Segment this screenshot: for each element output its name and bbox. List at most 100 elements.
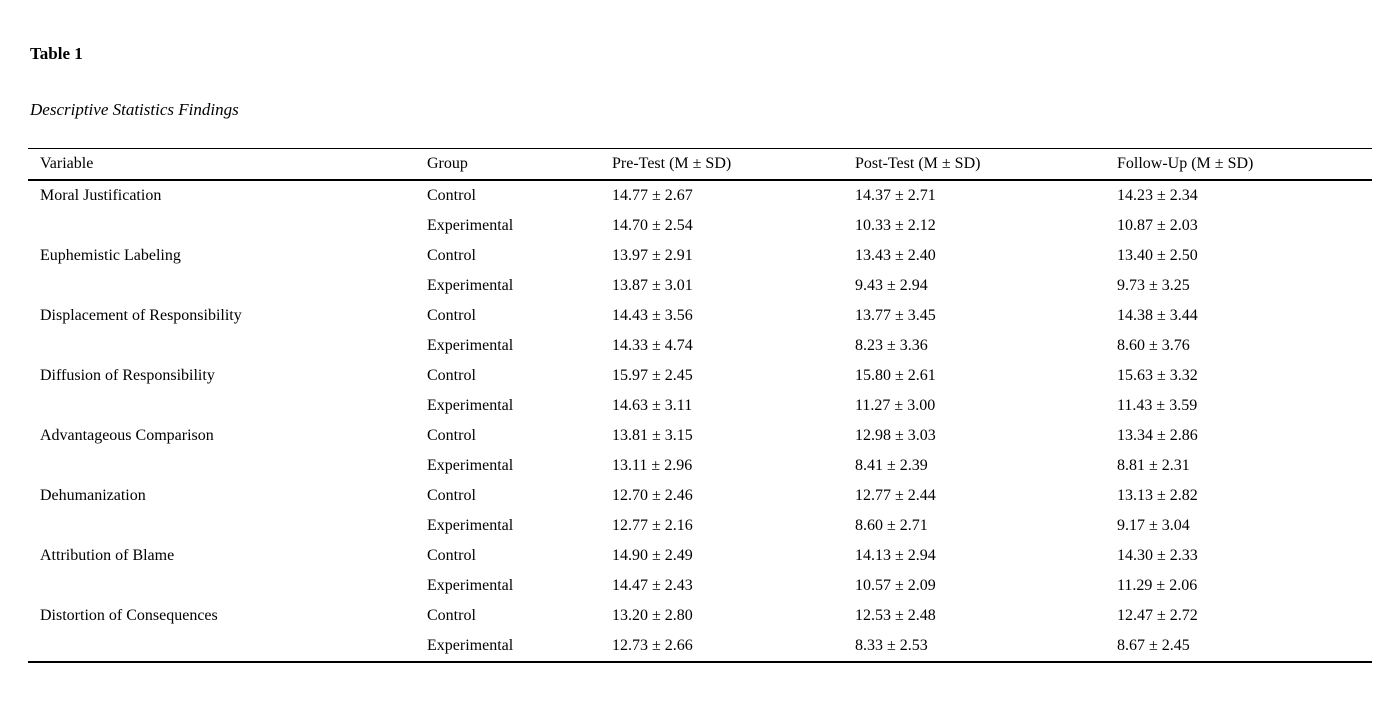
table-row: Experimental 12.77 ± 2.16 8.60 ± 2.71 9.… [28, 511, 1372, 541]
table-row: Advantageous Comparison Control 13.81 ± … [28, 421, 1372, 451]
cell-pretest: 12.77 ± 2.16 [612, 516, 693, 534]
cell-group: Experimental [427, 276, 514, 294]
cell-variable [28, 211, 427, 241]
column-header-followup: Follow-Up (M ± SD) [1117, 154, 1254, 172]
cell-followup: 11.43 ± 3.59 [1117, 396, 1198, 414]
cell-variable [28, 451, 427, 481]
cell-posttest: 14.37 ± 2.71 [855, 186, 936, 204]
cell-posttest: 8.33 ± 2.53 [855, 636, 928, 654]
cell-variable: Moral Justification [40, 186, 162, 204]
table-row: Experimental 14.33 ± 4.74 8.23 ± 3.36 8.… [28, 331, 1372, 361]
table-row: Experimental 14.63 ± 3.11 11.27 ± 3.00 1… [28, 391, 1372, 421]
cell-followup: 10.87 ± 2.03 [1117, 216, 1198, 234]
cell-pretest: 14.43 ± 3.56 [612, 306, 693, 324]
cell-group: Experimental [427, 336, 514, 354]
cell-group: Control [427, 606, 476, 624]
cell-variable [28, 331, 427, 361]
table-row: Distortion of Consequences Control 13.20… [28, 601, 1372, 631]
column-header-pretest: Pre-Test (M ± SD) [612, 154, 732, 172]
cell-followup: 12.47 ± 2.72 [1117, 606, 1198, 624]
cell-posttest: 8.41 ± 2.39 [855, 456, 928, 474]
cell-pretest: 13.87 ± 3.01 [612, 276, 693, 294]
table-row: Experimental 13.87 ± 3.01 9.43 ± 2.94 9.… [28, 271, 1372, 301]
cell-group: Control [427, 366, 476, 384]
cell-posttest: 11.27 ± 3.00 [855, 396, 936, 414]
cell-followup: 9.73 ± 3.25 [1117, 276, 1190, 294]
cell-posttest: 15.80 ± 2.61 [855, 366, 936, 384]
cell-variable [28, 631, 427, 662]
cell-group: Experimental [427, 456, 514, 474]
cell-variable [28, 511, 427, 541]
cell-pretest: 14.90 ± 2.49 [612, 546, 693, 564]
cell-posttest: 8.23 ± 3.36 [855, 336, 928, 354]
cell-variable: Distortion of Consequences [40, 606, 218, 624]
cell-pretest: 14.63 ± 3.11 [612, 396, 693, 414]
table-row: Experimental 14.47 ± 2.43 10.57 ± 2.09 1… [28, 571, 1372, 601]
column-header-posttest: Post-Test (M ± SD) [855, 154, 981, 172]
cell-followup: 9.17 ± 3.04 [1117, 516, 1190, 534]
cell-pretest: 14.33 ± 4.74 [612, 336, 693, 354]
descriptive-statistics-table: Variable Group Pre-Test (M ± SD) Post-Te… [28, 147, 1372, 663]
cell-followup: 15.63 ± 3.32 [1117, 366, 1198, 384]
document-page: Table 1 Descriptive Statistics Findings … [0, 44, 1380, 663]
cell-variable: Advantageous Comparison [40, 426, 214, 444]
table-row: Dehumanization Control 12.70 ± 2.46 12.7… [28, 481, 1372, 511]
column-header-variable: Variable [40, 154, 94, 172]
table-row: Euphemistic Labeling Control 13.97 ± 2.9… [28, 241, 1372, 271]
cell-posttest: 12.98 ± 3.03 [855, 426, 936, 444]
cell-group: Experimental [427, 396, 514, 414]
cell-pretest: 13.97 ± 2.91 [612, 246, 693, 264]
cell-group: Experimental [427, 636, 514, 654]
column-header-group: Group [427, 154, 468, 172]
cell-pretest: 14.47 ± 2.43 [612, 576, 693, 594]
cell-posttest: 12.77 ± 2.44 [855, 486, 936, 504]
cell-variable: Displacement of Responsibility [40, 306, 242, 324]
cell-group: Control [427, 426, 476, 444]
cell-posttest: 8.60 ± 2.71 [855, 516, 928, 534]
cell-group: Experimental [427, 216, 514, 234]
cell-group: Experimental [427, 576, 514, 594]
cell-followup: 14.30 ± 2.33 [1117, 546, 1198, 564]
cell-followup: 13.34 ± 2.86 [1117, 426, 1198, 444]
cell-followup: 14.23 ± 2.34 [1117, 186, 1198, 204]
cell-pretest: 13.11 ± 2.96 [612, 456, 693, 474]
table-row: Displacement of Responsibility Control 1… [28, 301, 1372, 331]
table-number: Table 1 [30, 44, 83, 63]
cell-posttest: 10.57 ± 2.09 [855, 576, 936, 594]
cell-posttest: 13.77 ± 3.45 [855, 306, 936, 324]
table-body: Moral Justification Control 14.77 ± 2.67… [28, 180, 1372, 662]
cell-pretest: 12.70 ± 2.46 [612, 486, 693, 504]
cell-pretest: 13.81 ± 3.15 [612, 426, 693, 444]
cell-group: Control [427, 546, 476, 564]
cell-group: Control [427, 186, 476, 204]
cell-group: Control [427, 306, 476, 324]
cell-followup: 13.40 ± 2.50 [1117, 246, 1198, 264]
cell-followup: 8.67 ± 2.45 [1117, 636, 1190, 654]
cell-posttest: 10.33 ± 2.12 [855, 216, 936, 234]
header-row: Variable Group Pre-Test (M ± SD) Post-Te… [28, 148, 1372, 180]
table-row: Moral Justification Control 14.77 ± 2.67… [28, 180, 1372, 211]
cell-variable [28, 271, 427, 301]
cell-posttest: 14.13 ± 2.94 [855, 546, 936, 564]
cell-followup: 11.29 ± 2.06 [1117, 576, 1198, 594]
cell-variable: Dehumanization [40, 486, 146, 504]
cell-posttest: 13.43 ± 2.40 [855, 246, 936, 264]
table-row: Diffusion of Responsibility Control 15.9… [28, 361, 1372, 391]
cell-posttest: 9.43 ± 2.94 [855, 276, 928, 294]
cell-pretest: 14.70 ± 2.54 [612, 216, 693, 234]
cell-group: Control [427, 486, 476, 504]
cell-group: Control [427, 246, 476, 264]
cell-variable: Euphemistic Labeling [40, 246, 181, 264]
cell-pretest: 13.20 ± 2.80 [612, 606, 693, 624]
cell-pretest: 12.73 ± 2.66 [612, 636, 693, 654]
table-row: Experimental 13.11 ± 2.96 8.41 ± 2.39 8.… [28, 451, 1372, 481]
cell-followup: 8.81 ± 2.31 [1117, 456, 1190, 474]
table-title: Descriptive Statistics Findings [30, 100, 239, 120]
cell-variable [28, 391, 427, 421]
table-row: Experimental 12.73 ± 2.66 8.33 ± 2.53 8.… [28, 631, 1372, 662]
cell-variable: Diffusion of Responsibility [40, 366, 215, 384]
cell-followup: 8.60 ± 3.76 [1117, 336, 1190, 354]
cell-variable [28, 571, 427, 601]
cell-followup: 13.13 ± 2.82 [1117, 486, 1198, 504]
cell-followup: 14.38 ± 3.44 [1117, 306, 1198, 324]
